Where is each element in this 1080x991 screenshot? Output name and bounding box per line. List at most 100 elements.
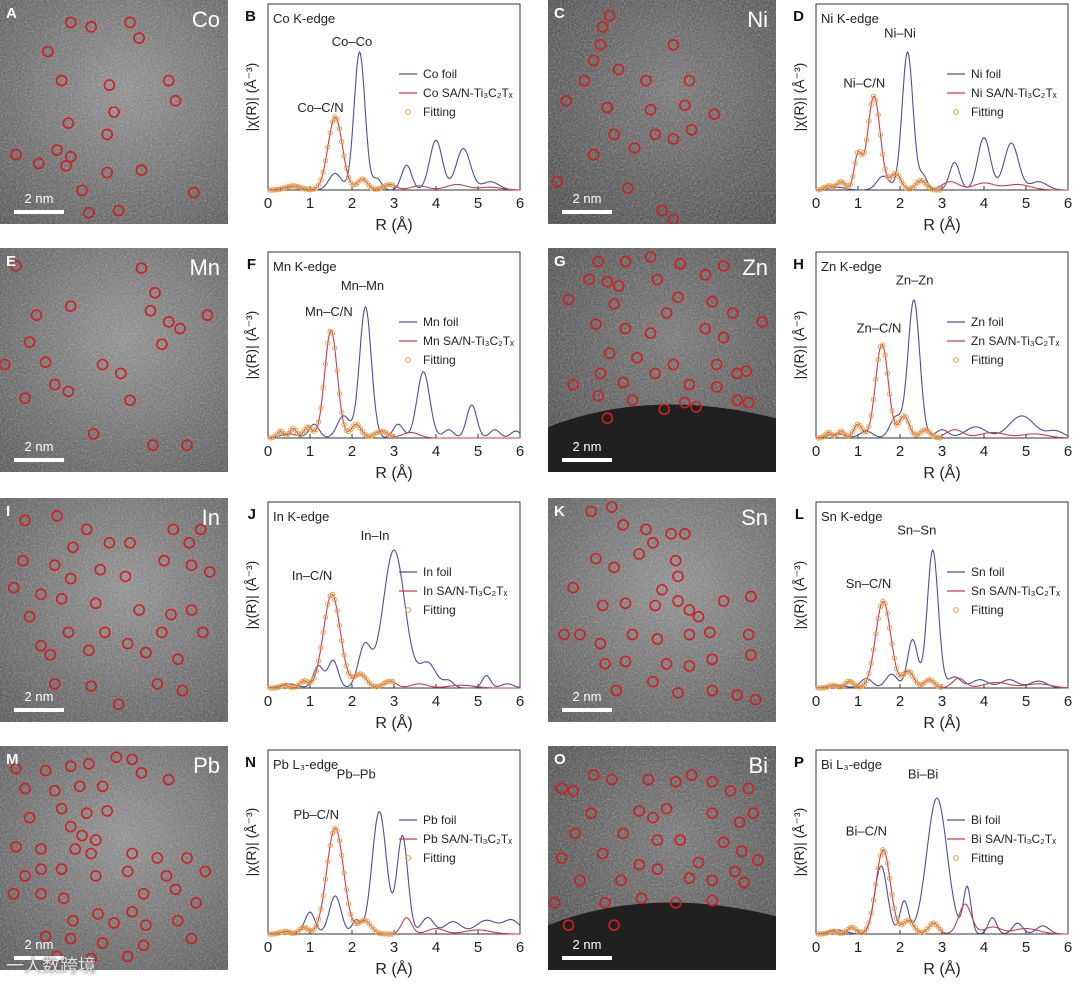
- single-atom-marker: [55, 863, 68, 875]
- single-atom-marker: [48, 678, 61, 690]
- single-atom-marker: [633, 858, 645, 871]
- fitting-point: [281, 185, 287, 191]
- x-tick-label: 2: [896, 195, 904, 212]
- fitting-point: [350, 182, 356, 188]
- single-atom-series-line: [815, 95, 1068, 191]
- fitting-point: [829, 183, 835, 189]
- fitting-point: [348, 911, 354, 918]
- single-atom-marker: [733, 816, 746, 828]
- single-atom-marker: [23, 336, 36, 348]
- single-atom-marker: [562, 293, 575, 306]
- single-atom-marker: [85, 21, 97, 33]
- single-atom-marker: [710, 381, 723, 393]
- single-atom-marker: [69, 843, 81, 855]
- fitting-point: [919, 929, 925, 936]
- single-atom-marker: [112, 204, 125, 217]
- fitting-point: [332, 345, 338, 351]
- micrograph-texture: [0, 746, 228, 970]
- single-atom-marker: [121, 637, 134, 650]
- fitting-point: [320, 385, 326, 391]
- fitting-series: [815, 598, 944, 691]
- micrograph-svg: K Sn 2 nm: [548, 498, 776, 722]
- x-tick-label: 3: [390, 195, 398, 212]
- single-atom-marker: [35, 863, 47, 875]
- legend-label: Ni SA/N-Ti₃C₂Tₓ: [971, 86, 1057, 100]
- single-atom-marker: [204, 566, 216, 578]
- micrograph-svg: G Zn 2 nm: [548, 248, 776, 472]
- legend-label: In SA/N-Ti₃C₂Tₓ: [423, 584, 507, 598]
- fitting-point: [875, 112, 881, 118]
- fitting-point: [274, 684, 280, 691]
- single-atom-marker: [558, 628, 570, 641]
- x-tick-label: 0: [812, 693, 820, 710]
- x-tick-label: 2: [896, 693, 904, 710]
- fitting-point: [322, 614, 329, 620]
- single-atom-marker: [658, 403, 671, 416]
- single-atom-marker: [706, 874, 718, 887]
- single-atom-marker: [587, 148, 600, 161]
- foil-series-line: [816, 299, 1069, 439]
- legend-label: Pb SA/N-Ti₃C₂Tₓ: [423, 832, 512, 846]
- single-atom-marker: [578, 74, 591, 87]
- fitting-point: [873, 376, 879, 382]
- fitting-point: [831, 928, 837, 935]
- single-atom-marker: [144, 304, 157, 317]
- single-atom-marker: [96, 358, 109, 371]
- single-atom-marker: [615, 874, 627, 887]
- fitting-point: [926, 677, 932, 683]
- single-atom-marker: [603, 347, 616, 360]
- single-atom-marker: [188, 186, 200, 199]
- single-atom-marker: [665, 527, 677, 540]
- single-atom-marker: [151, 852, 164, 864]
- y-axis-label: |χ(R)| (Å⁻³): [243, 808, 259, 877]
- single-atom-marker: [731, 689, 743, 701]
- single-atom-marker: [717, 331, 730, 344]
- micrograph-texture: [548, 498, 776, 722]
- fitting-point: [847, 181, 854, 188]
- single-atom-marker: [76, 829, 88, 842]
- single-atom-marker: [83, 207, 95, 219]
- single-atom-marker: [119, 570, 132, 583]
- single-atom-marker: [656, 204, 668, 217]
- fitting-point: [325, 340, 331, 346]
- fitting-point: [873, 97, 879, 103]
- fitting-point: [861, 429, 867, 435]
- single-atom-marker: [44, 649, 57, 661]
- single-atom-marker: [80, 523, 93, 536]
- scale-bar-label: 2 nm: [25, 439, 54, 454]
- fitting-point: [304, 424, 310, 430]
- fitting-point: [868, 101, 874, 108]
- single-atom-marker: [35, 843, 47, 855]
- single-atom-marker: [158, 554, 170, 567]
- element-label: Sn: [741, 505, 768, 530]
- single-atom-marker: [549, 897, 561, 909]
- x-tick-label: 2: [348, 443, 356, 460]
- single-atom-marker: [667, 358, 680, 371]
- single-atom-marker: [594, 637, 607, 650]
- micrograph-svg: I In 2 nm: [0, 498, 228, 722]
- single-atom-series-line: [268, 116, 520, 191]
- fitting-point: [850, 429, 856, 435]
- fitting-point: [320, 169, 326, 175]
- fitting-point: [917, 682, 923, 688]
- fitting-point: [352, 421, 359, 427]
- single-atom-marker: [736, 845, 748, 858]
- fitting-point: [329, 591, 336, 598]
- fitting-point: [322, 361, 329, 367]
- single-atom-marker: [717, 260, 730, 272]
- fitting-point: [283, 928, 289, 935]
- y-axis-label: |χ(R)| (Å⁻³): [791, 311, 807, 380]
- peak-annotation: Ni–Ni: [884, 26, 916, 41]
- single-atom-marker: [90, 597, 102, 610]
- single-atom-marker: [147, 439, 159, 451]
- single-atom-marker: [745, 649, 757, 661]
- fitting-point: [882, 352, 888, 358]
- single-atom-marker: [640, 74, 652, 87]
- fitting-point: [320, 892, 326, 899]
- single-atom-marker: [599, 658, 611, 670]
- single-atom-marker: [608, 298, 620, 310]
- fitting-series: [815, 342, 944, 441]
- exafs-chart-svg: 0 1 2 3 4 5 6 R (Å) |χ(R)| (Å⁻³) B Co K-edge Co foi…: [243, 3, 524, 234]
- fitting-point: [387, 931, 393, 937]
- single-atom-marker: [596, 599, 609, 612]
